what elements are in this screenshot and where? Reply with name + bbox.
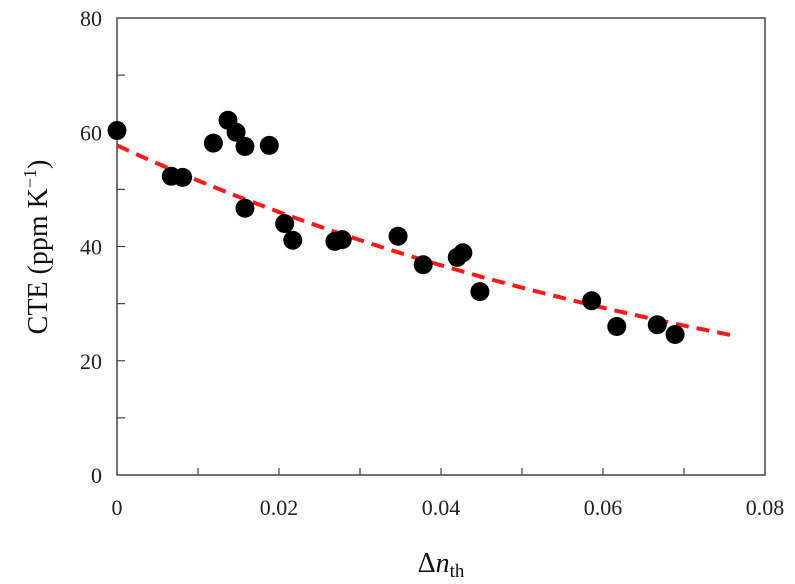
data-point bbox=[665, 324, 685, 344]
data-point bbox=[235, 137, 255, 157]
data-point bbox=[470, 282, 490, 302]
data-point bbox=[235, 198, 255, 218]
x-tick-label: 0 bbox=[112, 495, 123, 520]
x-tick-label: 0.04 bbox=[422, 495, 461, 520]
data-point bbox=[388, 226, 408, 246]
data-points bbox=[107, 110, 685, 344]
data-point bbox=[107, 121, 127, 141]
data-point bbox=[582, 291, 602, 311]
data-point bbox=[453, 243, 473, 263]
data-point bbox=[226, 122, 246, 142]
plot-frame bbox=[116, 17, 766, 476]
data-point bbox=[332, 230, 352, 250]
y-tick-label: 40 bbox=[80, 235, 102, 260]
data-point bbox=[275, 214, 295, 234]
x-axis-title: Δnth bbox=[418, 548, 465, 582]
x-axis-ticks: 0 0.02 0.04 0.06 0.08 bbox=[112, 468, 785, 520]
fit-curve-line bbox=[116, 143, 735, 338]
x-tick-label: 0.06 bbox=[584, 495, 623, 520]
y-tick-label: 20 bbox=[80, 349, 102, 374]
data-point bbox=[647, 315, 667, 335]
data-point bbox=[259, 135, 279, 155]
data-point bbox=[413, 255, 433, 275]
x-tick-label: 0.02 bbox=[260, 495, 299, 520]
data-point bbox=[203, 133, 223, 153]
y-tick-label: 0 bbox=[91, 463, 102, 488]
y-tick-label: 60 bbox=[80, 120, 102, 145]
data-point bbox=[283, 230, 303, 250]
y-axis-ticks: 0 20 40 60 80 bbox=[80, 6, 125, 488]
data-point bbox=[607, 316, 627, 336]
plot-border bbox=[116, 17, 766, 476]
data-point bbox=[173, 167, 193, 187]
x-tick-label: 0.08 bbox=[746, 495, 785, 520]
y-tick-label: 80 bbox=[80, 6, 102, 31]
y-axis-title: CTE (ppm K−1) bbox=[20, 160, 54, 335]
fit-curve bbox=[116, 143, 735, 338]
